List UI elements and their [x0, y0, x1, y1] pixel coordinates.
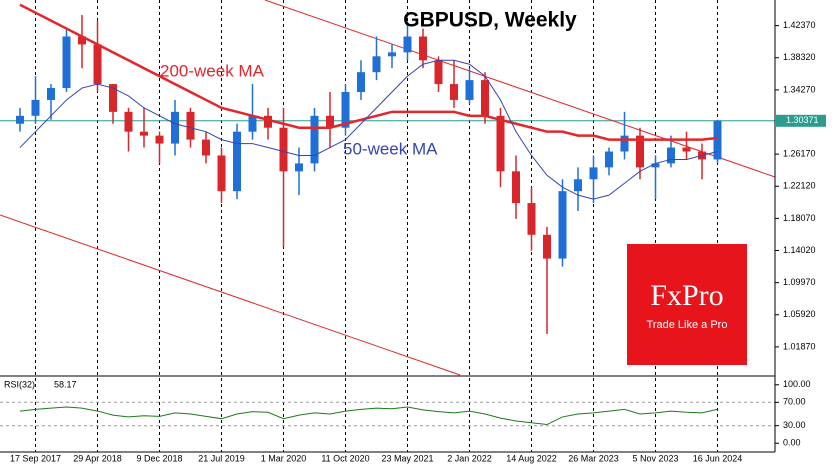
- candle-body: [78, 36, 86, 45]
- candle-body: [109, 84, 117, 112]
- rsi-name: RSI(32): [4, 379, 35, 389]
- candle-body: [93, 44, 102, 85]
- y-tick-label: 1.01870: [783, 341, 816, 351]
- candle-body: [372, 56, 381, 73]
- candle-body: [124, 111, 133, 132]
- candle-body: [357, 72, 365, 93]
- series-label: 50-week MA: [343, 139, 438, 158]
- y-tick-label: 70.00: [783, 397, 806, 407]
- candle-body: [388, 52, 396, 57]
- x-tick-label: 14 Aug 2022: [506, 453, 557, 463]
- logo-tagline: Trade Like a Pro: [647, 319, 728, 331]
- candle-body: [682, 147, 691, 152]
- y-tick-label: 30.00: [783, 420, 806, 430]
- candle-body: [326, 115, 334, 128]
- candle-body: [310, 115, 319, 164]
- logo-box: [627, 244, 747, 365]
- candle-body: [140, 131, 148, 136]
- y-tick-label: 1.38320: [783, 52, 816, 62]
- candle-body: [620, 135, 629, 152]
- y-tick-label: 1.05920: [783, 309, 816, 319]
- candle-body: [341, 92, 350, 128]
- rsi-line: [19, 406, 718, 426]
- candle-body: [434, 60, 443, 85]
- series-label: 200-week MA: [160, 61, 265, 80]
- y-tick-label: 1.26170: [783, 149, 816, 159]
- candle-body: [574, 179, 582, 192]
- candle-body: [47, 88, 55, 100]
- candle-body: [62, 36, 71, 89]
- candle-body: [605, 151, 613, 168]
- candle-body: [16, 115, 24, 124]
- candle-body: [248, 115, 257, 132]
- candle-body: [481, 80, 489, 116]
- y-tick-label: 100.00: [783, 379, 811, 389]
- candle-body: [450, 84, 458, 100]
- y-tick-label: 1.22120: [783, 181, 816, 191]
- candle-body: [419, 36, 427, 61]
- moving-average-line: [19, 59, 718, 200]
- candle-body: [496, 115, 505, 172]
- candle-body: [527, 203, 536, 235]
- y-tick-label: 1.34270: [783, 84, 816, 94]
- last-price-box: [776, 114, 826, 127]
- x-tick-label: 16 Jun 2024: [693, 453, 743, 463]
- x-tick-label: 2 Jan 2022: [447, 453, 492, 463]
- y-tick-label: 1.09970: [783, 277, 816, 287]
- moving-average-line: [19, 3, 718, 141]
- x-tick-label: 23 May 2021: [381, 453, 433, 463]
- marks-layer: [16, 3, 722, 426]
- candle-body: [295, 163, 303, 172]
- candle-body: [186, 111, 195, 140]
- candle-body: [171, 111, 179, 144]
- candle-body: [512, 171, 520, 204]
- candle-body: [279, 127, 288, 172]
- rsi-last-value: 58.17: [54, 379, 77, 389]
- y-tick-label: 0.00: [783, 438, 801, 448]
- candle-body: [713, 120, 722, 160]
- candle-body: [155, 135, 164, 144]
- candle-body: [264, 115, 272, 128]
- y-tick-label: 1.42370: [783, 20, 816, 30]
- x-tick-label: 5 Nov 2023: [632, 453, 678, 463]
- y-tick-label: 1.14020: [783, 245, 816, 255]
- candle-body: [202, 139, 210, 156]
- candle-body: [558, 191, 567, 259]
- candle-body: [465, 80, 474, 100]
- candle-body: [217, 155, 226, 192]
- candle-body: [667, 147, 675, 164]
- x-tick-label: 21 Jul 2019: [198, 453, 245, 463]
- candle-body: [636, 135, 644, 168]
- chart-title: GBPUSD, Weekly: [403, 9, 577, 32]
- candle-body: [589, 167, 598, 180]
- trend-channel-upper: [264, 0, 776, 178]
- x-tick-label: 29 Apr 2018: [73, 453, 122, 463]
- x-tick-label: 17 Sep 2017: [10, 453, 61, 463]
- x-tick-label: 26 Mar 2023: [568, 453, 619, 463]
- candle-body: [31, 99, 40, 116]
- candle-body: [233, 131, 241, 192]
- y-tick-label: 1.18070: [783, 213, 816, 223]
- x-tick-label: 9 Dec 2018: [136, 453, 182, 463]
- logo-brand: FxPro: [650, 279, 723, 312]
- candle-body: [651, 163, 660, 168]
- last-price-label: 1.30371: [786, 115, 819, 125]
- candle-body: [403, 36, 412, 53]
- x-tick-label: 11 Oct 2020: [321, 453, 369, 463]
- x-tick-label: 1 Mar 2020: [261, 453, 307, 463]
- candle-body: [543, 234, 551, 259]
- trend-channel-lower: [0, 214, 461, 376]
